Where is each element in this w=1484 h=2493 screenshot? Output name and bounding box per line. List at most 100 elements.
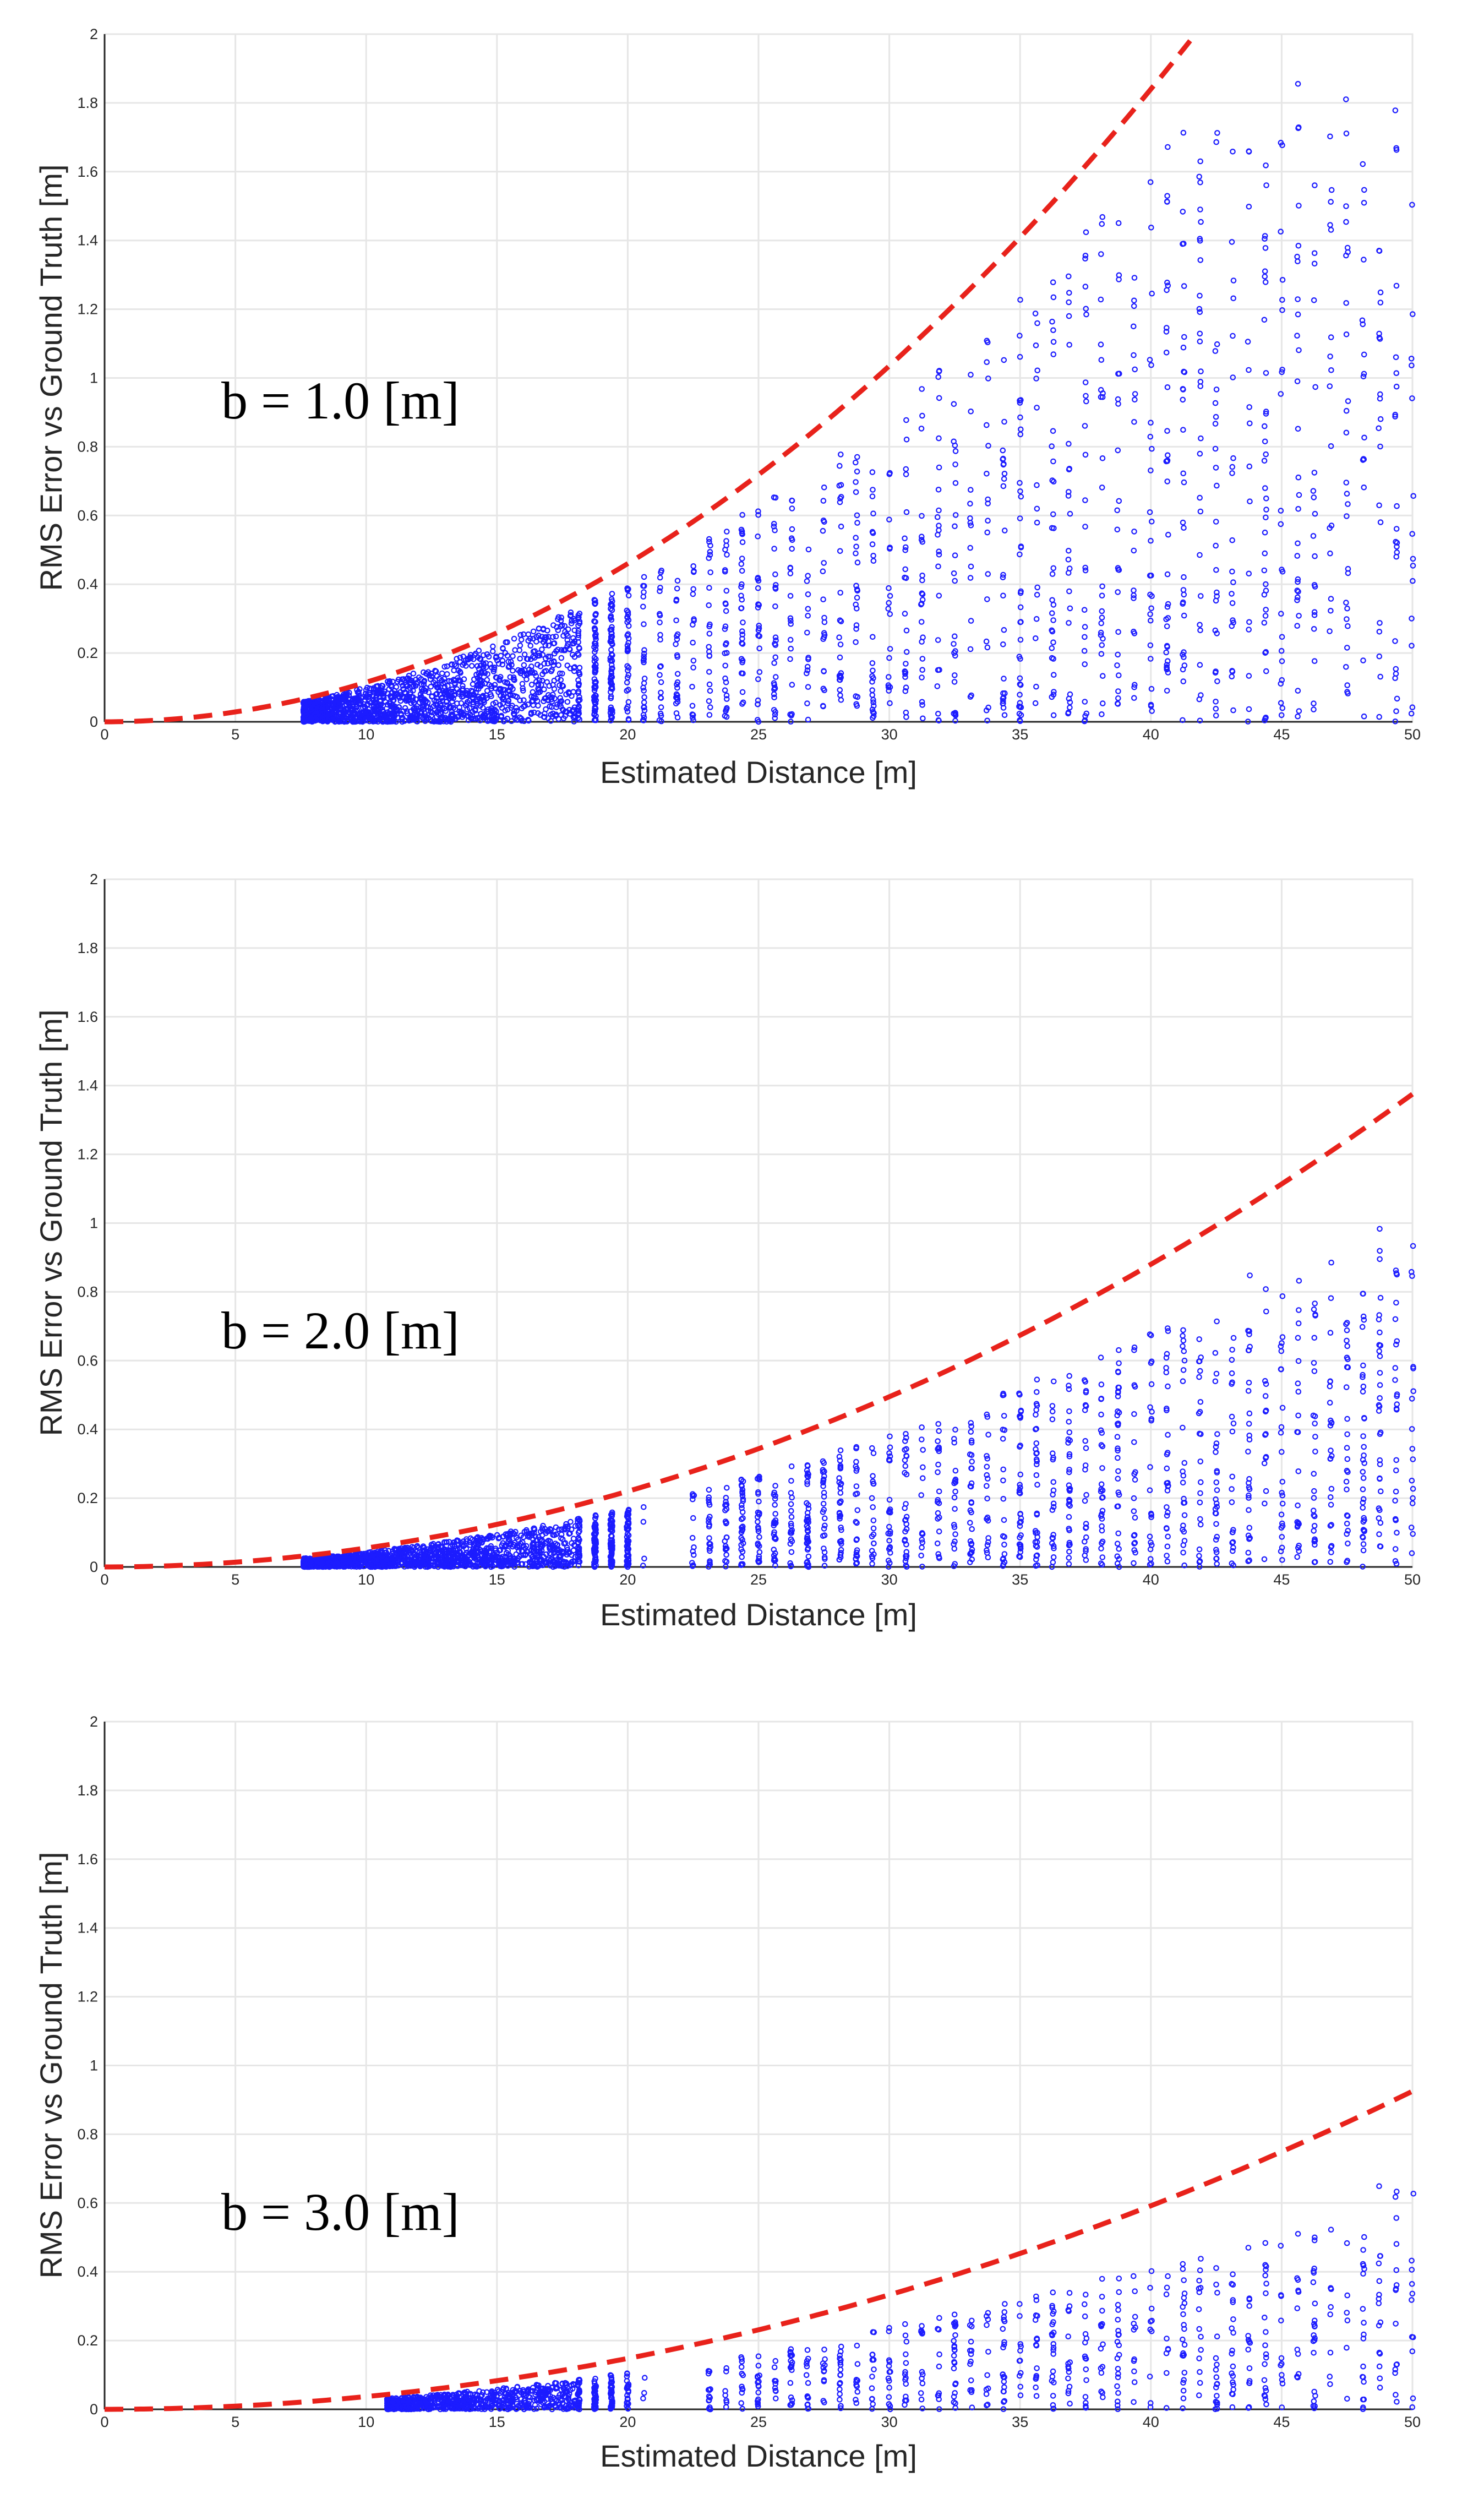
x-tick-label: 15 xyxy=(489,726,505,743)
scatter-point xyxy=(1295,713,1301,720)
scatter-point xyxy=(1343,130,1350,137)
scatter-point xyxy=(1165,658,1171,664)
x-tick-label: 10 xyxy=(358,726,374,743)
scatter-point xyxy=(837,687,843,693)
scatter-point xyxy=(517,697,523,704)
scatter-point xyxy=(787,656,793,662)
scatter-point xyxy=(1263,495,1269,502)
scatter-point xyxy=(755,511,761,518)
scatter-point xyxy=(968,408,974,415)
scatter-point xyxy=(1116,272,1122,279)
scatter-point xyxy=(1164,571,1171,578)
scatter-point xyxy=(1345,398,1351,404)
scatter-point xyxy=(1409,643,1415,649)
scatter-point xyxy=(1066,466,1072,472)
scatter-point xyxy=(1328,334,1334,340)
scatter-point xyxy=(1343,96,1349,102)
scatter-point xyxy=(1393,526,1400,532)
scatter-point xyxy=(1050,279,1056,285)
y-tick-label: 0.6 xyxy=(77,507,98,524)
scatter-point xyxy=(936,464,942,471)
scatter-point xyxy=(788,535,795,541)
scatter-point xyxy=(558,655,565,661)
scatter-point xyxy=(641,647,647,653)
scatter-point xyxy=(1263,182,1269,188)
scatter-point xyxy=(756,623,762,629)
scatter-point xyxy=(1050,511,1056,518)
scatter-point xyxy=(1262,613,1269,619)
scatter-point xyxy=(1278,712,1285,718)
scatter-point xyxy=(771,520,777,527)
scatter-point xyxy=(658,568,664,574)
scatter-point xyxy=(1033,375,1039,382)
scatter-point xyxy=(1051,672,1057,678)
scatter-point xyxy=(1230,333,1236,339)
scatter-point xyxy=(985,518,991,524)
scatter-point xyxy=(1197,622,1203,628)
scatter-point xyxy=(507,674,514,681)
scatter-point xyxy=(1197,158,1203,165)
scatter-point xyxy=(952,717,958,724)
scatter-point xyxy=(1279,297,1285,303)
scatter-point xyxy=(1246,619,1252,625)
scatter-point xyxy=(1376,653,1383,660)
scatter-point xyxy=(1213,413,1219,420)
scatter-point xyxy=(1066,290,1072,296)
scatter-point xyxy=(1343,203,1349,209)
scatter-point xyxy=(902,535,908,542)
scatter-point xyxy=(1328,608,1334,614)
x-tick-label: 20 xyxy=(619,726,636,743)
panel-annotation: b = 1.0 [m] xyxy=(221,371,460,430)
scatter-point xyxy=(1115,688,1121,694)
x-tick-label: 25 xyxy=(750,1571,767,1588)
scatter-point xyxy=(1263,668,1269,674)
scatter-point xyxy=(738,605,745,611)
scatter-point xyxy=(1294,333,1300,339)
scatter-point xyxy=(936,435,942,442)
scatter-point xyxy=(1180,470,1186,477)
y-tick-label: 0 xyxy=(90,1559,98,1575)
scatter-point xyxy=(853,639,859,645)
x-tick-label: 20 xyxy=(619,1571,636,1588)
x-tick-label: 5 xyxy=(231,1571,239,1588)
scatter-point xyxy=(755,718,762,725)
scatter-point xyxy=(1099,485,1105,491)
scatter-point xyxy=(1262,438,1268,445)
scatter-point xyxy=(1278,391,1284,397)
scatter-point xyxy=(1198,368,1204,374)
scatter-point xyxy=(885,606,891,612)
scatter-point xyxy=(1115,629,1121,635)
scatter-point xyxy=(1017,515,1023,521)
y-axis-label: RMS Error vs Ground Truth [m] xyxy=(34,165,68,591)
tick-labels: 0 5 10 15 20 25 30 35 40 45 5000.20.40.60.811.21.4… xyxy=(77,26,1421,743)
x-axis-label: Estimated Distance [m] xyxy=(600,755,917,790)
scatter-point xyxy=(1311,609,1318,615)
scatter-point xyxy=(1034,367,1040,374)
scatter-point xyxy=(1017,480,1023,486)
scatter-point xyxy=(1361,199,1367,206)
scatter-point xyxy=(1263,451,1269,458)
scatter-point xyxy=(1163,329,1170,335)
scatter-point xyxy=(641,688,647,694)
scatter-point xyxy=(936,522,942,529)
scatter-point xyxy=(1050,639,1056,645)
scatter-point xyxy=(1049,477,1055,483)
scatter-point xyxy=(1131,547,1137,554)
scatter-point xyxy=(1263,370,1269,376)
scatter-point xyxy=(919,538,926,545)
scatter-point xyxy=(1018,493,1024,500)
scatter-point xyxy=(903,544,909,551)
scatter-point xyxy=(854,454,860,460)
scatter-point xyxy=(1247,498,1253,504)
scatter-point xyxy=(1033,683,1039,690)
scatter-point xyxy=(1311,700,1317,706)
scatter-point xyxy=(689,684,695,690)
scatter-point xyxy=(755,701,761,707)
scatter-point xyxy=(1098,387,1104,393)
scatter-point xyxy=(1328,187,1335,193)
scatter-point xyxy=(1181,574,1187,580)
scatter-point xyxy=(1081,647,1088,654)
scatter-point xyxy=(553,633,559,640)
scatter-point xyxy=(1131,275,1138,281)
scatter-point xyxy=(1032,700,1039,706)
